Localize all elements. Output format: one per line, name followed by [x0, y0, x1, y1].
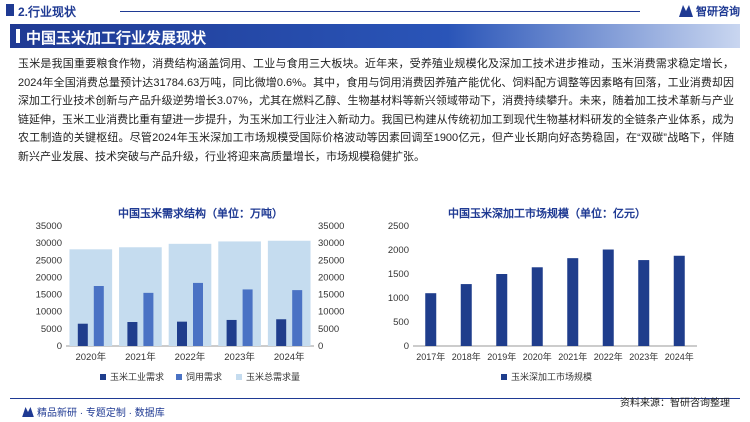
page-title: 中国玉米加工行业发展现状: [26, 30, 207, 47]
x-tick-2: 2022年: [175, 351, 206, 363]
x-tick-4: 2024年: [274, 351, 305, 363]
market-size-chart: 0 500 1000 1500 2000 2500 2017年 2018年 2019年 2020年…: [388, 221, 697, 382]
bar-feed-3: [242, 289, 253, 346]
bar-industrial-2: [177, 321, 187, 346]
y-tick-right-3: 15000: [318, 290, 344, 301]
legend-label-0: 玉米深加工市场规模: [511, 371, 592, 382]
legend-swatch-1: [176, 374, 182, 380]
y-tick-right-1: 5000: [318, 324, 339, 335]
y-tick-right-2: 10000: [318, 307, 344, 318]
bar-feed-4: [292, 290, 303, 346]
top-bar: 2.行业现状 智研咨询: [0, 0, 750, 22]
y-tick-right-5: 25000: [318, 255, 344, 266]
y-tick-2: 1000: [388, 293, 409, 304]
chart2-title: 中国玉米深加工市场规模（单位：亿元）: [448, 208, 646, 220]
x-tick-0: 2020年: [75, 351, 106, 363]
bar-industrial-1: [127, 322, 138, 346]
bar-industrial-0: [77, 323, 88, 346]
y-tick-1: 500: [393, 317, 409, 328]
bar-total-2: [168, 243, 212, 346]
legend-label-2: 玉米总需求量: [246, 371, 300, 382]
bar-market-2: [496, 274, 508, 346]
header-stripe: [16, 29, 20, 43]
x-tick-1: 2021年: [125, 351, 156, 363]
legend-label-0: 玉米工业需求: [110, 371, 164, 382]
y-tick-right-4: 20000: [318, 272, 344, 283]
top-divider: [120, 11, 640, 12]
x-tick-7: 2024年: [665, 351, 694, 362]
x-tick-5: 2022年: [594, 351, 623, 362]
y-tick-left-5: 25000: [36, 255, 62, 266]
source-note: 资料来源：智研咨询整理: [620, 398, 730, 409]
legend-swatch-2: [236, 374, 242, 380]
brand-name: 智研咨询: [696, 6, 740, 18]
section-title: 2.行业现状: [18, 5, 77, 19]
bar-market-7: [673, 255, 685, 346]
bar-total-1: [119, 247, 162, 346]
bar-market-0: [425, 293, 437, 346]
y-tick-3: 1500: [388, 269, 409, 280]
y-tick-left-3: 15000: [36, 290, 62, 301]
y-tick-left-0: 0: [57, 341, 62, 352]
section-marker: [6, 4, 14, 16]
y-tick-4: 2000: [388, 245, 409, 256]
bar-total-3: [218, 241, 261, 346]
y-tick-right-7: 35000: [318, 221, 344, 232]
footer-tagline: 精品新研 · 专题定制 · 数据库: [22, 404, 165, 419]
bar-feed-2: [193, 282, 203, 346]
y-tick-left-7: 35000: [36, 221, 62, 232]
footer-logo-icon: [22, 406, 34, 417]
y-tick-0: 0: [404, 341, 409, 352]
bar-total-4: [267, 240, 311, 346]
legend-label-1: 饲用需求: [186, 371, 222, 382]
y-tick-5: 2500: [388, 221, 409, 232]
brand-logo-icon: [679, 5, 693, 17]
body-paragraph: 玉米是我国重要粮食作物，消费结构涵盖饲用、工业与食用三大板块。近年来，受养殖业规…: [18, 58, 734, 163]
bar-market-4: [567, 258, 579, 346]
bar-market-5: [602, 249, 614, 346]
bar-industrial-3: [226, 319, 237, 346]
y-tick-left-2: 10000: [36, 307, 62, 318]
header-bar: 中国玉米加工行业发展现状: [10, 24, 740, 48]
x-tick-6: 2023年: [629, 351, 658, 362]
x-tick-0: 2017年: [416, 351, 445, 362]
bar-feed-0: [93, 286, 104, 346]
x-tick-3: 2020年: [523, 351, 552, 362]
y-tick-left-6: 30000: [36, 238, 62, 249]
x-tick-1: 2018年: [452, 351, 481, 362]
footer-left-text: 精品新研 · 专题定制 · 数据库: [37, 408, 165, 419]
y-tick-left-1: 5000: [41, 324, 62, 335]
footer-divider: [10, 398, 740, 399]
y-tick-left-4: 20000: [36, 272, 62, 283]
x-tick-3: 2023年: [224, 351, 255, 363]
y-tick-right-0: 0: [318, 341, 323, 352]
brand: 智研咨询: [679, 3, 740, 19]
y-tick-right-6: 30000: [318, 238, 344, 249]
legend-swatch-0: [501, 374, 507, 380]
demand-structure-chart: 0 0 5000 5000 10000 10000 15000 15000 20000 20000…: [36, 221, 345, 382]
bar-total-0: [69, 249, 113, 346]
bar-feed-1: [143, 292, 154, 346]
chart1-title: 中国玉米需求结构（单位：万吨）: [118, 208, 283, 220]
bar-market-6: [638, 260, 650, 346]
x-tick-2: 2019年: [487, 351, 516, 362]
legend-swatch-0: [100, 374, 106, 380]
bar-industrial-4: [276, 319, 287, 346]
x-tick-4: 2021年: [558, 351, 587, 362]
bar-market-1: [460, 284, 472, 346]
bar-market-3: [531, 267, 543, 346]
